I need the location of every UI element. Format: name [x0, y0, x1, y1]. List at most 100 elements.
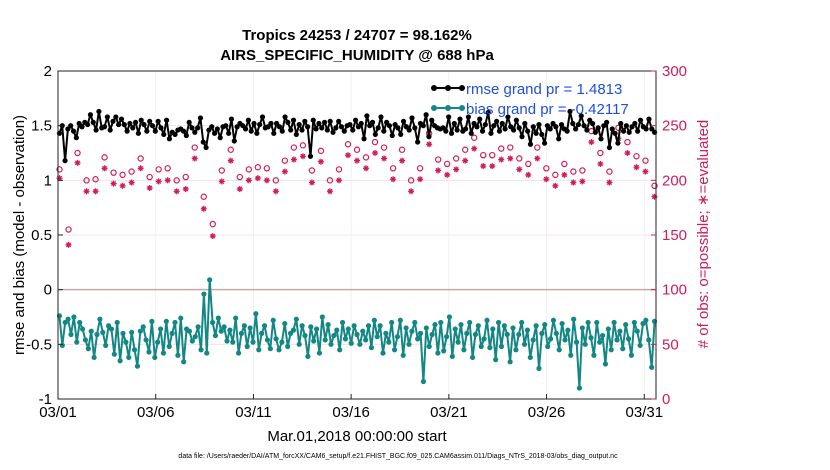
star-stroke	[93, 188, 99, 194]
left-tick-label: 1.5	[31, 118, 52, 135]
obs-possible-point	[164, 165, 171, 172]
rmse-point	[482, 121, 488, 128]
rmse-point	[632, 120, 638, 127]
bias-point	[420, 378, 427, 385]
left-tick-label: -1	[39, 391, 52, 408]
obs-evaluated-point	[119, 182, 126, 189]
left-axis-ticks: -1 -0.5 0 0.5 1 1.5 2	[26, 63, 63, 408]
chart-title-line2: AIRS_SPECIFIC_HUMIDITY @ 688 hPa	[220, 47, 494, 64]
bias-point	[74, 339, 80, 345]
rmse-point	[575, 121, 582, 128]
star-stroke	[273, 188, 279, 194]
bias-point	[103, 342, 109, 349]
star-stroke	[534, 155, 540, 162]
rmse-point	[389, 132, 395, 139]
bias-point	[374, 334, 380, 340]
bias-point	[631, 319, 637, 326]
rmse-point	[242, 126, 249, 132]
obs-possible-point	[443, 160, 451, 168]
star-stroke	[83, 188, 90, 194]
bias-point	[276, 347, 282, 353]
bias-point	[285, 343, 291, 350]
bias-point	[215, 315, 221, 321]
bias-point	[461, 347, 467, 353]
rmse-point	[350, 127, 356, 133]
bias-point	[649, 364, 655, 370]
rmse-point	[127, 120, 133, 127]
rmse-point	[465, 114, 472, 120]
bias-point	[536, 365, 542, 371]
bias-point	[458, 322, 464, 328]
bias-point	[510, 325, 516, 331]
star-stroke	[300, 153, 306, 159]
bias-point	[585, 319, 591, 326]
x-tick-label: 03/31	[626, 404, 664, 421]
rmse-point	[152, 128, 158, 134]
obs-evaluated-point	[182, 186, 189, 193]
right-tick-label: 200	[662, 172, 687, 189]
star-stroke	[354, 158, 360, 164]
bias-point	[91, 354, 97, 361]
obs-evaluated-point	[299, 153, 306, 160]
bias-point	[256, 347, 262, 353]
obs-possible-point	[461, 146, 469, 153]
obs-possible-point	[209, 220, 216, 228]
bias-point	[339, 319, 346, 326]
bias-point	[643, 317, 649, 323]
bias-point	[348, 340, 354, 346]
x-axis-label: Mar.01,2018 00:00:00 start	[267, 428, 447, 445]
bias-point	[449, 353, 455, 359]
rmse-point	[257, 121, 263, 128]
bias-point	[608, 347, 614, 353]
obs-possible-point	[128, 168, 135, 175]
rmse-point	[598, 136, 604, 142]
bias-point	[331, 332, 337, 339]
bias-point	[599, 332, 606, 339]
star-stroke	[210, 233, 216, 239]
bias-point	[224, 338, 230, 344]
bias-point	[415, 336, 421, 342]
rmse-point	[564, 128, 570, 134]
star-stroke	[165, 177, 171, 183]
bias-point	[152, 354, 158, 361]
rmse-point	[110, 118, 116, 124]
obs-evaluated-point	[507, 155, 514, 162]
bias-point	[342, 336, 349, 342]
rmse-point	[570, 120, 576, 127]
star-stroke	[201, 206, 207, 212]
bias-point	[111, 351, 117, 357]
rmse-point	[626, 129, 632, 135]
star-stroke	[381, 155, 387, 162]
bias-point	[498, 343, 505, 350]
rmse-point	[268, 120, 274, 127]
bias-point	[380, 350, 386, 356]
legend-bias-marker-right	[459, 105, 465, 111]
rmse-point	[251, 120, 257, 127]
star-stroke	[570, 179, 576, 186]
rmse-point	[85, 121, 91, 128]
rmse-point	[446, 114, 452, 120]
rmse-point	[429, 117, 435, 123]
rmse-point	[358, 120, 364, 127]
obs-possible-point	[83, 177, 90, 184]
right-tick-label: 150	[662, 227, 687, 244]
rmse-point	[352, 117, 359, 123]
rmse-series	[56, 108, 658, 164]
rmse-point	[592, 129, 598, 135]
obs-possible-point	[452, 155, 460, 162]
obs-possible-point	[254, 164, 262, 171]
obs-possible-point	[525, 160, 532, 168]
obs-possible-point	[480, 151, 487, 159]
rmse-point	[288, 127, 294, 133]
rmse-point	[90, 119, 96, 125]
bias-point	[383, 330, 389, 336]
obs-possible-point	[56, 166, 63, 173]
bias-point	[296, 341, 302, 347]
bias-point	[588, 335, 594, 341]
star-stroke	[183, 186, 189, 192]
bias-point	[495, 319, 502, 326]
rmse-point	[364, 113, 370, 119]
star-stroke	[417, 176, 423, 182]
bias-point	[207, 277, 213, 283]
rmse-point	[161, 131, 167, 138]
